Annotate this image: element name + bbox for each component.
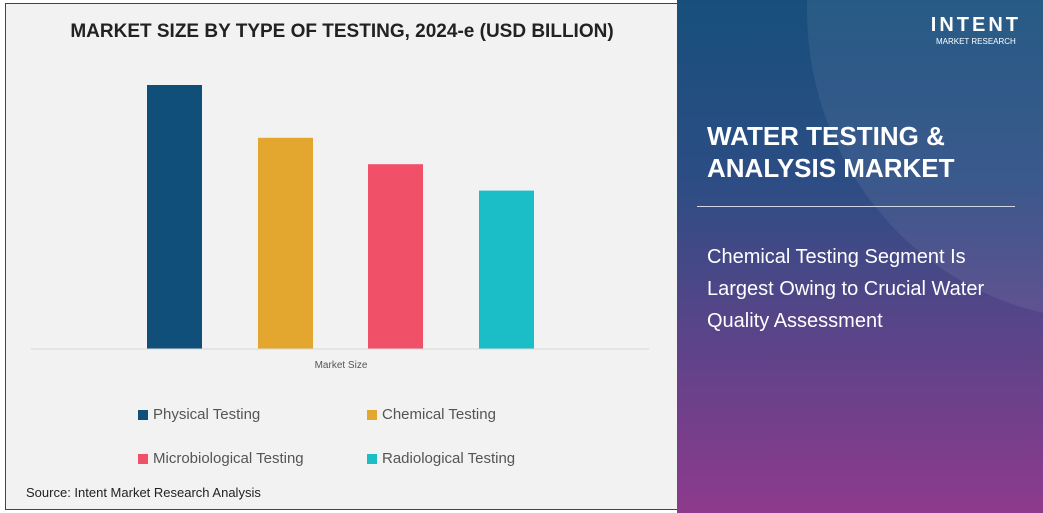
legend-swatch xyxy=(367,453,377,464)
legend-swatch xyxy=(138,453,148,464)
legend-label: Radiological Testing xyxy=(382,450,516,467)
bar-physical-testing xyxy=(147,85,202,349)
chart-title: MARKET SIZE BY TYPE OF TESTING, 2024-e (… xyxy=(70,21,614,42)
logo: INTENT MARKET RESEARCH xyxy=(931,14,1021,46)
info-panel: INTENT MARKET RESEARCH WATER TESTING & A… xyxy=(677,0,1043,513)
logo-brand: INTENT xyxy=(930,14,1021,36)
market-title: WATER TESTING & ANALYSIS MARKET xyxy=(707,120,955,184)
x-axis-label: Market Size xyxy=(315,360,368,371)
legend-swatch xyxy=(367,409,377,420)
source-note: Source: Intent Market Research Analysis xyxy=(26,485,261,500)
legend-label: Chemical Testing xyxy=(382,406,496,423)
legend-item: Microbiological Testing xyxy=(138,450,304,467)
bar-radiological-testing xyxy=(479,190,534,349)
bar-chemical-testing xyxy=(258,137,313,349)
title-line-2: ANALYSIS MARKET xyxy=(707,153,955,183)
legend-item: Radiological Testing xyxy=(367,450,515,467)
legend-label: Physical Testing xyxy=(153,406,261,423)
legend-label: Microbiological Testing xyxy=(153,450,304,467)
title-line-1: WATER TESTING & xyxy=(707,121,945,151)
legend-item: Physical Testing xyxy=(138,406,260,423)
legend-item: Chemical Testing xyxy=(367,406,496,423)
market-description: Chemical Testing Segment Is Largest Owin… xyxy=(707,246,985,332)
chart-panel: MARKET SIZE BY TYPE OF TESTING, 2024-e (… xyxy=(5,3,677,510)
bar-microbiological-testing xyxy=(368,164,423,349)
legend-swatch xyxy=(138,409,148,420)
divider xyxy=(697,206,1015,207)
bar-chart: Market Size xyxy=(31,85,649,371)
logo-sub: MARKET RESEARCH xyxy=(935,37,1016,46)
